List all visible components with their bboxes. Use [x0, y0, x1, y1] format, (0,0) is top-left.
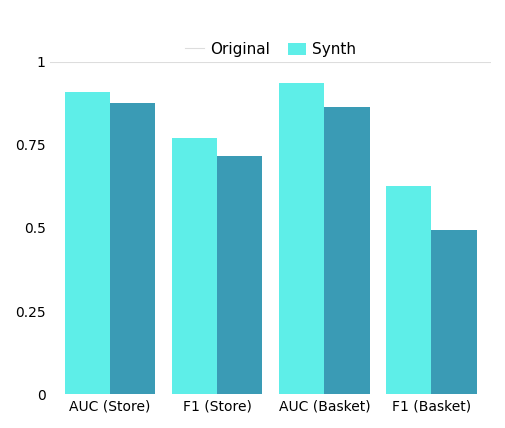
Bar [110, 103, 155, 394]
Bar [385, 186, 431, 394]
Bar [431, 229, 476, 394]
Bar [279, 83, 324, 394]
Bar [65, 92, 110, 394]
Bar [172, 138, 217, 394]
Legend: Original, Synth: Original, Synth [179, 36, 362, 63]
Bar [324, 107, 369, 394]
Bar [217, 157, 262, 394]
